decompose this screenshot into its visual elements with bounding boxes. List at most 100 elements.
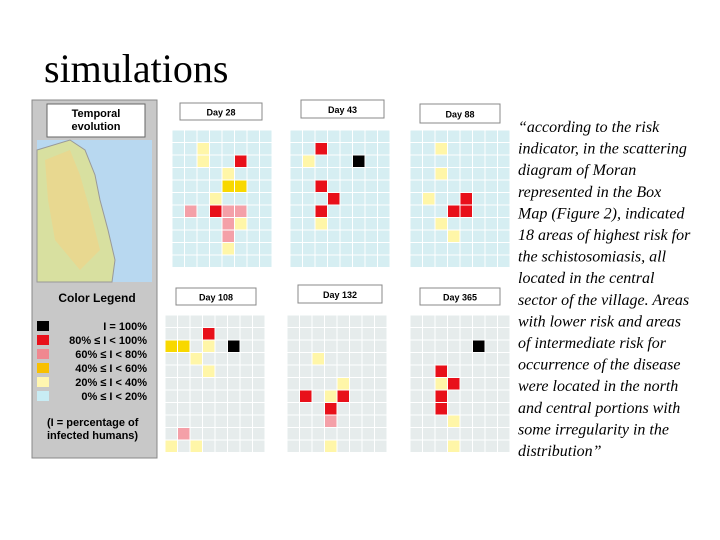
grid-cell: [364, 179, 378, 193]
grid-cell: [286, 339, 300, 353]
grid-cell: [327, 254, 341, 268]
grid-cell: [184, 142, 198, 156]
grid-cell: [422, 352, 436, 366]
grid-cell: [364, 242, 378, 256]
grid-cell: [497, 229, 511, 243]
grid-cell: [189, 364, 203, 378]
grid-cell: [434, 167, 448, 181]
grid-cell: [324, 377, 338, 391]
grid-cell: [434, 154, 448, 168]
grid-cell: [422, 204, 436, 218]
grid-cell: [311, 377, 325, 391]
grid-cell: [409, 242, 423, 256]
grid-cell: [289, 242, 303, 256]
grid-cell: [459, 192, 473, 206]
grid-cell: [164, 352, 178, 366]
grid-cell: [434, 352, 448, 366]
grid-cell: [484, 439, 498, 453]
grid-cell: [259, 192, 273, 206]
grid-cell: [239, 339, 253, 353]
grid-cell: [184, 242, 198, 256]
grid-cell: [189, 327, 203, 341]
grid-cell: [409, 154, 423, 168]
grid-cell: [364, 142, 378, 156]
grid-cell: [434, 364, 448, 378]
grid-cell: [361, 339, 375, 353]
quote-line: Map (Figure 2), indicated: [517, 205, 685, 222]
grid-cell: [246, 192, 260, 206]
grid-cell: [434, 389, 448, 403]
grid-cell: [361, 352, 375, 366]
grid-cell: [289, 179, 303, 193]
grid-cell: [377, 217, 391, 231]
grid-cell: [239, 352, 253, 366]
grid-cell: [459, 364, 473, 378]
grid-cell: [484, 364, 498, 378]
grid-cell: [164, 314, 178, 328]
grid-cell: [171, 167, 185, 181]
grid-cell: [484, 154, 498, 168]
grid-cell: [497, 364, 511, 378]
grid-cell: [184, 229, 198, 243]
grid-cell: [299, 427, 313, 441]
grid-cell: [227, 377, 241, 391]
legend-label: 60% ≤ I < 80%: [75, 349, 147, 361]
grid-cell: [339, 242, 353, 256]
grid-cell: [472, 314, 486, 328]
grid-cell: [259, 142, 273, 156]
grid-cell: [374, 352, 388, 366]
legend-label: 0% ≤ I < 20%: [81, 391, 147, 403]
grid-cell: [374, 327, 388, 341]
grid-cell: [286, 439, 300, 453]
grid-cell: [302, 229, 316, 243]
grid-cell: [196, 217, 210, 231]
grid-cell: [259, 242, 273, 256]
grid-cell: [299, 364, 313, 378]
grid-cell: [459, 339, 473, 353]
grid-cell: [196, 242, 210, 256]
grid-cell: [289, 167, 303, 181]
grid-cell: [459, 327, 473, 341]
grid-cell: [299, 402, 313, 416]
grid-cell: [409, 327, 423, 341]
grid-cell: [447, 414, 461, 428]
quote-line: sector of the village. Areas: [518, 292, 689, 309]
grid-cell: [164, 414, 178, 428]
grid-cell: [422, 389, 436, 403]
grid-cell: [447, 229, 461, 243]
grid-cell: [239, 327, 253, 341]
grid-cell: [177, 414, 191, 428]
grid-cell: [374, 427, 388, 441]
legend-swatch: [37, 335, 49, 345]
grid-cell: [434, 327, 448, 341]
grid-cell: [459, 254, 473, 268]
grid-cell: [311, 327, 325, 341]
grid-cell: [349, 389, 363, 403]
grid-cell: [324, 352, 338, 366]
grid-cell: [434, 142, 448, 156]
grid-cell: [349, 414, 363, 428]
grid-cell: [434, 217, 448, 231]
grid-cell: [214, 377, 228, 391]
day-label: Day 28: [206, 108, 235, 118]
grid-cell: [422, 377, 436, 391]
grid-cell: [177, 427, 191, 441]
grid-cell: [336, 427, 350, 441]
grid-cell: [377, 129, 391, 143]
grid-cell: [484, 327, 498, 341]
quote-line: were located in the north: [518, 378, 678, 395]
grid-cell: [352, 254, 366, 268]
grid-cell: [171, 129, 185, 143]
grid-cell: [422, 142, 436, 156]
grid-cell: [164, 377, 178, 391]
slide-title: simulations: [44, 46, 228, 91]
grid-cell: [472, 377, 486, 391]
day-label: Day 132: [323, 290, 357, 300]
grid-cell: [289, 204, 303, 218]
grid-cell: [259, 217, 273, 231]
grid-cell: [352, 167, 366, 181]
legend-label: I = 100%: [103, 321, 147, 333]
grid-cell: [422, 242, 436, 256]
grid-cell: [234, 217, 248, 231]
grid-cell: [214, 314, 228, 328]
